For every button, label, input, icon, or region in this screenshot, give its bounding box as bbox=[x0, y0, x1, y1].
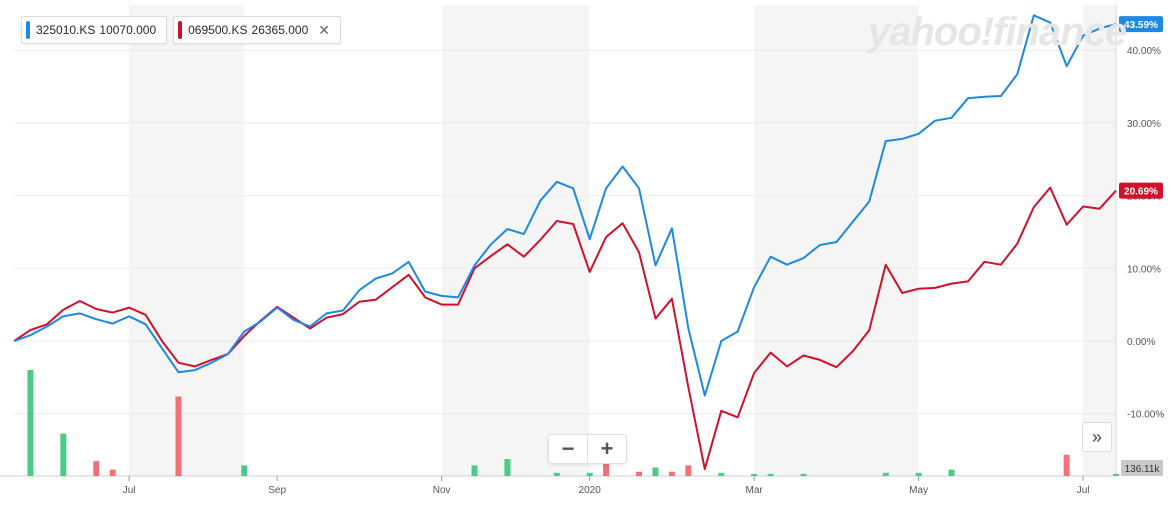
chevron-double-right-icon[interactable]: » bbox=[1082, 422, 1112, 452]
y-tick-label: -10.00% bbox=[1127, 410, 1164, 421]
volume-bar bbox=[603, 461, 610, 476]
legend-chip-325010[interactable]: 325010.KS 10070.000 bbox=[21, 16, 168, 44]
volume-bar bbox=[1063, 454, 1070, 476]
legend-chip-069500[interactable]: 069500.KS 26365.000 ✕ bbox=[173, 16, 341, 44]
last-value-label: 43.59% bbox=[1124, 20, 1158, 31]
volume-bar bbox=[553, 472, 560, 476]
x-tick-label: May bbox=[909, 485, 928, 496]
volume-bar bbox=[1113, 473, 1119, 476]
legend-price: 26365.000 bbox=[251, 23, 309, 37]
month-band bbox=[754, 5, 919, 476]
legend: 325010.KS 10070.000 069500.KS 26365.000 … bbox=[21, 16, 341, 44]
series-line bbox=[13, 14, 1117, 397]
volume-bar bbox=[685, 465, 692, 476]
volume-label-box bbox=[1121, 460, 1163, 476]
volume-bar bbox=[504, 459, 511, 476]
legend-price: 10070.000 bbox=[99, 23, 157, 37]
volume-bar bbox=[636, 471, 643, 476]
volume-bar bbox=[93, 461, 100, 476]
x-tick-label: Jul bbox=[1077, 485, 1090, 496]
zoom-controls: − + bbox=[548, 434, 627, 464]
series-color-swatch bbox=[178, 21, 183, 39]
last-value-label: 20.69% bbox=[1124, 187, 1158, 198]
y-tick-label: 10.00% bbox=[1127, 264, 1161, 275]
series-line bbox=[13, 186, 1117, 470]
yahoo-finance-watermark: yahoo!finance bbox=[868, 10, 1127, 54]
zoom-out-button[interactable]: − bbox=[561, 436, 575, 461]
x-tick-label: 2020 bbox=[579, 485, 602, 496]
volume-bar bbox=[586, 472, 593, 476]
volume-bar bbox=[800, 473, 807, 476]
last-value-box bbox=[1119, 182, 1163, 199]
volume-bar bbox=[751, 473, 758, 476]
zoom-in-button[interactable]: + bbox=[587, 435, 626, 463]
volume-bar bbox=[109, 469, 116, 476]
volume-label: 136.11k bbox=[1125, 464, 1161, 475]
volume-bar bbox=[668, 471, 675, 476]
y-tick-label: 40.00% bbox=[1127, 46, 1161, 57]
volume-bar bbox=[241, 465, 248, 476]
x-tick-label: Mar bbox=[746, 485, 764, 496]
volume-bar bbox=[915, 472, 922, 476]
y-tick-label: 0.00% bbox=[1127, 337, 1155, 348]
volume-bar bbox=[882, 472, 889, 476]
legend-symbol: 325010.KS bbox=[36, 23, 96, 37]
close-icon[interactable]: ✕ bbox=[318, 21, 330, 38]
month-band bbox=[1083, 5, 1116, 476]
month-band bbox=[441, 5, 590, 476]
volume-bar bbox=[471, 465, 478, 476]
volume-bar bbox=[27, 370, 34, 476]
volume-bar bbox=[652, 467, 659, 476]
volume-bar bbox=[767, 473, 774, 476]
x-tick-label: Sep bbox=[268, 485, 286, 496]
y-tick-label: 30.00% bbox=[1127, 119, 1161, 130]
series-color-swatch bbox=[26, 21, 30, 39]
volume-bar bbox=[718, 472, 725, 476]
volume-bar bbox=[948, 469, 955, 476]
month-band bbox=[129, 5, 245, 476]
x-tick-label: Nov bbox=[433, 485, 451, 496]
volume-bar bbox=[175, 396, 182, 476]
x-tick-label: Jul bbox=[123, 485, 136, 496]
legend-symbol: 069500.KS bbox=[188, 23, 248, 37]
last-value-box bbox=[1119, 16, 1163, 33]
volume-bar bbox=[60, 433, 67, 476]
